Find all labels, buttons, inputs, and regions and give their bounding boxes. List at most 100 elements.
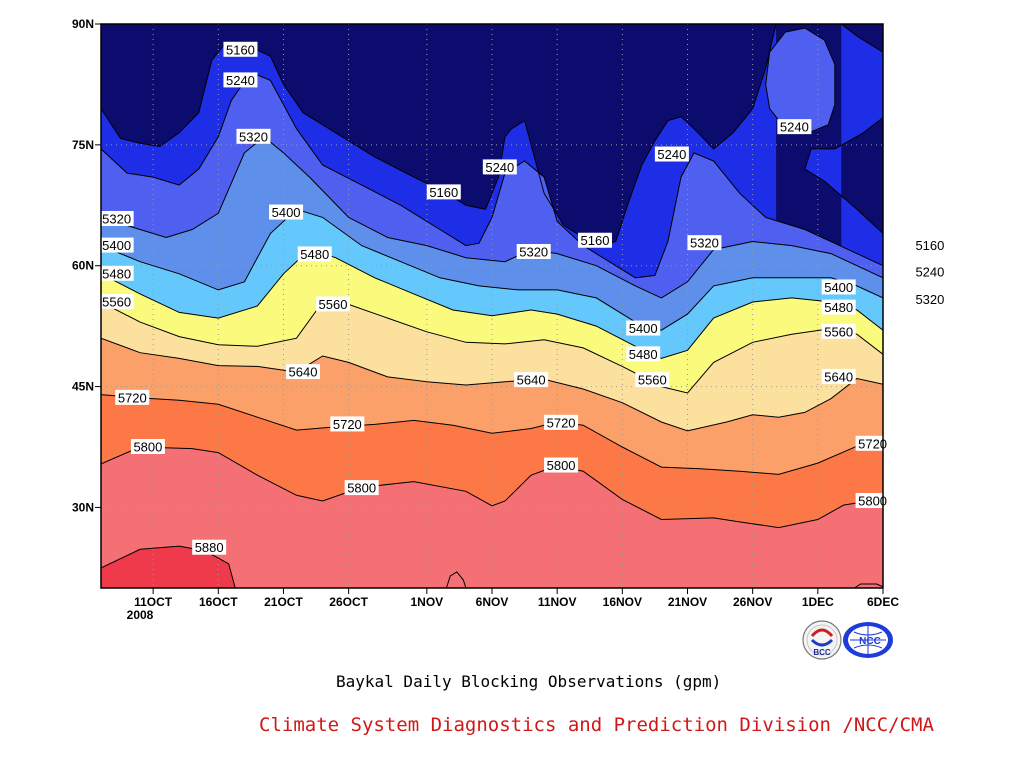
contour-label-text: 5800 [547, 458, 576, 473]
contour-label-box [821, 299, 856, 315]
contour-label-box [514, 372, 549, 388]
contour-line-5800 [854, 583, 883, 588]
contour-label: 5240 [654, 146, 689, 162]
contour-label-box [115, 389, 150, 405]
contour-label-text: 5480 [824, 300, 853, 315]
contour-label: 5560 [99, 293, 134, 309]
contour-label-text: 5560 [824, 324, 853, 339]
contour-label: 5400 [99, 237, 134, 253]
contour-label-text: 5240 [780, 120, 809, 135]
ncc-logo: NCC [843, 622, 893, 658]
contour-label-text: 5640 [824, 369, 853, 384]
band-above-5800 [101, 447, 883, 588]
contour-label-text: 5400 [272, 205, 301, 220]
contour-label: 5720 [115, 389, 150, 405]
x-tick-label: 11NOV [538, 595, 577, 609]
contour-label-box [912, 237, 947, 253]
contour-label: 5400 [821, 279, 856, 295]
contour-label-box [99, 210, 134, 226]
contour-label-box [482, 159, 517, 175]
contour-label-text: 5240 [657, 147, 686, 162]
contour-label-text: 5480 [102, 266, 131, 281]
contour-label-box [577, 232, 612, 248]
grid-lines [101, 24, 883, 588]
contour-label-box [223, 41, 258, 57]
contour-label: 5320 [99, 210, 134, 226]
x-tick-label: 21NOV [668, 595, 707, 609]
contour-label: 5800 [130, 439, 165, 455]
year-label: 2008 [127, 608, 154, 622]
contour-label-box [99, 293, 134, 309]
contour-label: 5480 [821, 299, 856, 315]
contour-label-box [635, 372, 670, 388]
contour-label: 5480 [297, 246, 332, 262]
contour-label-box [654, 146, 689, 162]
y-tick-label: 30N [72, 500, 94, 514]
contour-line-5720 [101, 394, 883, 475]
svg-text:NCC: NCC [859, 636, 881, 647]
contour-label-text: 5400 [824, 280, 853, 295]
contour-label-box [297, 246, 332, 262]
contour-label-text: 5560 [319, 297, 348, 312]
contour-label-box [912, 264, 947, 280]
contour-line-5160 [804, 24, 883, 235]
contour-label-text: 5480 [629, 347, 658, 362]
contour-label-text: 5240 [485, 160, 514, 175]
contour-label-box [821, 279, 856, 295]
band-above-5800 [854, 584, 883, 588]
contour-label: 5160 [426, 184, 461, 200]
contour-label: 5560 [635, 372, 670, 388]
contour-label-box [426, 184, 461, 200]
contour-label: 5240 [223, 72, 258, 88]
contour-label-box [236, 128, 271, 144]
contour-label-text: 5800 [858, 493, 887, 508]
contour-label-box [855, 492, 890, 508]
contour-label-box [516, 244, 551, 260]
chart-caption: Baykal Daily Blocking Observations (gpm) [336, 672, 722, 691]
contour-label-text: 5720 [118, 390, 147, 405]
contour-label: 5720 [855, 435, 890, 451]
contour-label-text: 5720 [858, 436, 887, 451]
x-tick-label: 6DEC [867, 595, 899, 609]
contour-label-box [912, 291, 947, 307]
contour-label-text: 5320 [102, 211, 131, 226]
contour-label: 5400 [269, 204, 304, 220]
contour-label-text: 5320 [915, 292, 944, 307]
contour-label-text: 5240 [915, 265, 944, 280]
contour-label: 5160 [912, 237, 947, 253]
contour-label-box [544, 457, 579, 473]
contour-label: 5800 [855, 492, 890, 508]
x-tick-label: 1DEC [802, 595, 834, 609]
y-tick-label: 90N [72, 17, 94, 31]
x-tick-label: 16OCT [199, 595, 238, 609]
contour-line-5160 [101, 24, 777, 244]
x-tick-label: 16NOV [603, 595, 642, 609]
contour-label-box [821, 323, 856, 339]
contour-label-box [821, 368, 856, 384]
contour-label-text: 5720 [333, 417, 362, 432]
contour-label: 5480 [626, 346, 661, 362]
contour-label-box [192, 539, 227, 555]
contour-label-text: 5400 [102, 238, 131, 253]
contour-label: 5480 [99, 265, 134, 281]
contour-label: 5640 [514, 372, 549, 388]
contour-label-box [269, 204, 304, 220]
contour-label-text: 5320 [239, 129, 268, 144]
contour-labels: 5160 5240 5320 5400 5480 5560 5640 5720 5800 5880… [99, 41, 947, 555]
contour-label-box [330, 416, 365, 432]
contour-line-5400 [101, 208, 883, 331]
contour-label: 5560 [821, 323, 856, 339]
contour-label-text: 5160 [915, 238, 944, 253]
contour-label-text: 5880 [195, 540, 224, 555]
contour-label: 5720 [330, 416, 365, 432]
contour-label: 5880 [192, 539, 227, 555]
contour-label-text: 5640 [517, 373, 546, 388]
y-tick-label: 75N [72, 138, 94, 152]
x-tick-label: 21OCT [264, 595, 303, 609]
contour-label: 5640 [286, 364, 321, 380]
contour-label-text: 5560 [638, 373, 667, 388]
contour-label: 5320 [516, 244, 551, 260]
contour-label-text: 5640 [289, 365, 318, 380]
contour-label-text: 5800 [347, 481, 376, 496]
